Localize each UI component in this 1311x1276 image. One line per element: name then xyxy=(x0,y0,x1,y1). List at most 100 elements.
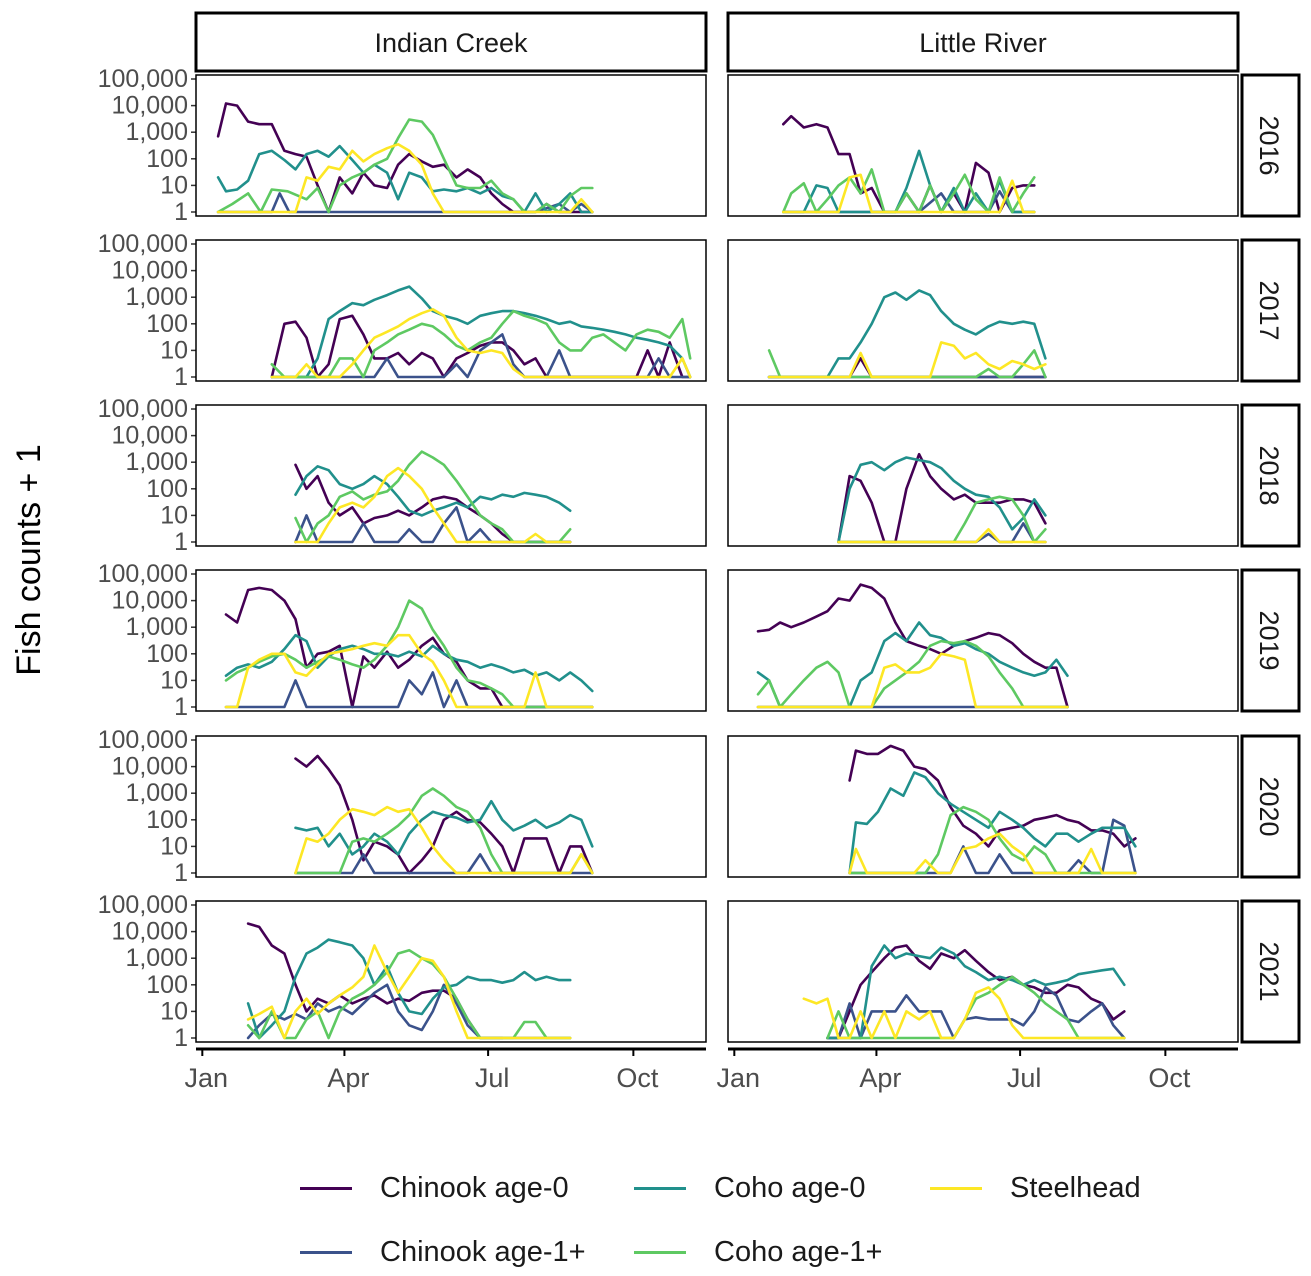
x-tick-label: Jul xyxy=(475,1063,510,1093)
y-tick-label: 100,000 xyxy=(98,726,188,754)
strip-box xyxy=(1240,73,1301,218)
strip-box xyxy=(1240,568,1301,713)
y-tick-label: 1,000 xyxy=(125,944,188,972)
legend-swatch-coho-age-1plus xyxy=(634,1250,686,1254)
y-tick-label: 100 xyxy=(146,971,188,999)
y-tick-label: 10,000 xyxy=(112,422,188,450)
legend-item-chinook-age-1plus: Chinook age-1+ xyxy=(300,1232,586,1272)
series-line-steelhead xyxy=(837,527,1047,544)
panel-border xyxy=(195,239,707,382)
y-tick-label: 10 xyxy=(160,832,188,860)
legend-swatch-chinook-age-0 xyxy=(300,1186,352,1190)
series-line-coho-age-0 xyxy=(826,944,1126,1040)
legend-item-coho-age-1plus: Coho age-1+ xyxy=(634,1232,883,1272)
strip-label: Little River xyxy=(919,28,1047,58)
x-tick-label: Apr xyxy=(859,1063,901,1093)
y-tick-label: 10 xyxy=(160,997,188,1025)
y-tick-label: 10 xyxy=(160,666,188,694)
panel-border xyxy=(195,569,707,712)
y-tick-label: 10,000 xyxy=(112,918,188,946)
y-tick-label: 1 xyxy=(174,693,188,721)
legend-item-chinook-age-0: Chinook age-0 xyxy=(300,1168,569,1208)
y-tick-label: 100 xyxy=(146,640,188,668)
legend-label: Steelhead xyxy=(1010,1171,1141,1204)
panel-border xyxy=(727,569,1239,712)
x-axis-indian-creek: Jan Apr Jul Oct xyxy=(185,1047,706,1093)
strip-box xyxy=(194,11,708,73)
panel-border xyxy=(195,735,707,878)
y-axis-title: Fish counts + 1 xyxy=(10,444,48,676)
series-line-steelhead xyxy=(224,633,594,709)
strip-label: 2019 xyxy=(1254,610,1284,670)
legend-swatch-steelhead xyxy=(930,1186,982,1190)
panel-little-river-2018 xyxy=(727,404,1239,547)
panel-border xyxy=(727,735,1239,878)
y-tick-label: 10 xyxy=(160,336,188,364)
strip-little-river: Little River xyxy=(726,11,1240,73)
legend-swatch-coho-age-0 xyxy=(634,1186,686,1190)
strip-label: 2018 xyxy=(1254,445,1284,505)
series-line-steelhead xyxy=(781,173,1036,214)
y-tick-label: 10,000 xyxy=(112,92,188,120)
legend-label: Coho age-0 xyxy=(714,1171,866,1204)
series-line-chinook-age-0 xyxy=(294,754,594,875)
x-tick-label: Jul xyxy=(1007,1063,1042,1093)
series-line-coho-age-1plus xyxy=(270,309,692,379)
y-tick-label: 1 xyxy=(174,363,188,391)
x-tick-label: Jan xyxy=(717,1063,761,1093)
panel-little-river-2021 xyxy=(727,900,1239,1043)
panel-border xyxy=(727,239,1239,382)
y-tick-label: 1,000 xyxy=(125,613,188,641)
y-tick-label: 100 xyxy=(146,806,188,834)
panel-indian-creek-2019 xyxy=(195,569,707,712)
x-tick-label: Oct xyxy=(616,1063,659,1093)
y-tick-label: 100,000 xyxy=(98,560,188,588)
series-line-coho-age-0 xyxy=(848,771,1137,875)
y-tick-label: 1 xyxy=(174,859,188,887)
strip-year-2019: 2019 xyxy=(1240,568,1301,713)
series-line-coho-age-1plus xyxy=(826,975,1126,1040)
y-tick-label: 100,000 xyxy=(98,230,188,258)
y-tick-label: 10 xyxy=(160,501,188,529)
panel-border xyxy=(727,74,1239,217)
panel-border xyxy=(195,900,707,1043)
y-tick-label: 1 xyxy=(174,1024,188,1052)
panel-indian-creek-2020 xyxy=(195,735,707,878)
strip-year-2018: 2018 xyxy=(1240,403,1301,548)
legend-swatch-chinook-age-1plus xyxy=(300,1250,352,1254)
panel-border xyxy=(195,74,707,217)
panel-little-river-2017 xyxy=(727,239,1239,382)
legend-label: Chinook age-1+ xyxy=(380,1235,586,1268)
series-line-coho-age-1plus xyxy=(224,599,594,709)
series-line-coho-age-1plus xyxy=(756,639,1069,709)
y-tick-label: 1,000 xyxy=(125,448,188,476)
series-line-coho-age-0 xyxy=(837,456,1047,544)
y-tick-label: 1,000 xyxy=(125,283,188,311)
series-line-steelhead xyxy=(216,143,594,214)
series-line-steelhead xyxy=(294,466,572,544)
strip-indian-creek: Indian Creek xyxy=(194,11,708,73)
strip-year-2017: 2017 xyxy=(1240,238,1301,383)
series-line-steelhead xyxy=(767,341,1047,379)
panel-indian-creek-2018 xyxy=(195,404,707,547)
facet-grid: Indian Creek Little River 2016 2017 2018 2019… xyxy=(98,11,1301,1093)
series-line-steelhead xyxy=(270,307,692,379)
y-tick-label: 1 xyxy=(174,198,188,226)
series-line-coho-age-0 xyxy=(216,144,594,214)
y-tick-label: 100 xyxy=(146,310,188,338)
series-line-coho-age-0 xyxy=(270,285,692,379)
panel-little-river-2016 xyxy=(727,74,1239,217)
strip-label: 2020 xyxy=(1254,776,1284,836)
y-tick-label: 1 xyxy=(174,528,188,556)
strip-label: Indian Creek xyxy=(374,28,528,58)
y-tick-label: 100,000 xyxy=(98,395,188,423)
y-tick-label: 100 xyxy=(146,145,188,173)
series-line-coho-age-1plus xyxy=(246,948,572,1040)
panel-border xyxy=(727,404,1239,547)
x-tick-label: Oct xyxy=(1148,1063,1191,1093)
y-tick-label: 10,000 xyxy=(112,753,188,781)
